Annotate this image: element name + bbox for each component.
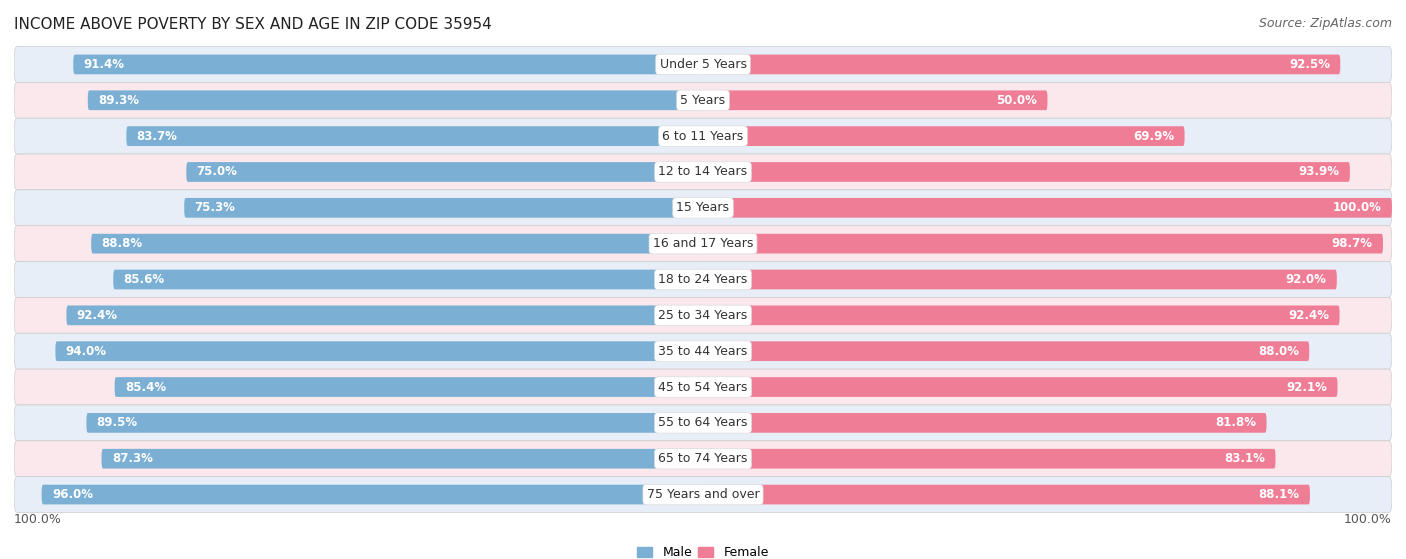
FancyBboxPatch shape (91, 234, 703, 254)
Text: 92.4%: 92.4% (1288, 309, 1329, 322)
Text: 100.0%: 100.0% (1344, 513, 1392, 526)
Text: Source: ZipAtlas.com: Source: ZipAtlas.com (1258, 17, 1392, 30)
Text: 83.1%: 83.1% (1225, 452, 1265, 465)
FancyBboxPatch shape (127, 126, 703, 146)
FancyBboxPatch shape (87, 91, 703, 110)
Text: 87.3%: 87.3% (112, 452, 153, 465)
Text: 92.0%: 92.0% (1285, 273, 1326, 286)
FancyBboxPatch shape (703, 342, 1309, 361)
FancyBboxPatch shape (14, 477, 1392, 513)
Text: 89.3%: 89.3% (98, 94, 139, 107)
Text: 25 to 34 Years: 25 to 34 Years (658, 309, 748, 322)
Text: 75 Years and over: 75 Years and over (647, 488, 759, 501)
Text: 12 to 14 Years: 12 to 14 Years (658, 165, 748, 178)
FancyBboxPatch shape (703, 126, 1185, 146)
Text: 100.0%: 100.0% (1333, 201, 1382, 214)
Text: 88.8%: 88.8% (101, 237, 142, 250)
FancyBboxPatch shape (55, 342, 703, 361)
Text: 98.7%: 98.7% (1331, 237, 1372, 250)
Text: 55 to 64 Years: 55 to 64 Years (658, 416, 748, 429)
Text: 88.0%: 88.0% (1258, 345, 1299, 358)
Text: 85.4%: 85.4% (125, 381, 166, 394)
FancyBboxPatch shape (14, 46, 1392, 82)
Text: INCOME ABOVE POVERTY BY SEX AND AGE IN ZIP CODE 35954: INCOME ABOVE POVERTY BY SEX AND AGE IN Z… (14, 17, 492, 32)
FancyBboxPatch shape (14, 226, 1392, 262)
FancyBboxPatch shape (14, 405, 1392, 441)
FancyBboxPatch shape (184, 198, 703, 217)
Text: 50.0%: 50.0% (997, 94, 1038, 107)
Text: 75.0%: 75.0% (197, 165, 238, 178)
Text: 6 to 11 Years: 6 to 11 Years (662, 130, 744, 143)
FancyBboxPatch shape (186, 162, 703, 182)
Text: 93.9%: 93.9% (1299, 165, 1340, 178)
Text: 15 Years: 15 Years (676, 201, 730, 214)
Text: 85.6%: 85.6% (124, 273, 165, 286)
Text: 5 Years: 5 Years (681, 94, 725, 107)
FancyBboxPatch shape (73, 55, 703, 74)
FancyBboxPatch shape (703, 234, 1384, 254)
Text: 89.5%: 89.5% (97, 416, 138, 429)
Legend: Male, Female: Male, Female (633, 541, 773, 559)
FancyBboxPatch shape (14, 369, 1392, 405)
FancyBboxPatch shape (86, 413, 703, 433)
Text: 88.1%: 88.1% (1258, 488, 1299, 501)
FancyBboxPatch shape (114, 269, 703, 290)
Text: 91.4%: 91.4% (83, 58, 125, 71)
Text: 18 to 24 Years: 18 to 24 Years (658, 273, 748, 286)
FancyBboxPatch shape (14, 333, 1392, 369)
Text: 83.7%: 83.7% (136, 130, 177, 143)
FancyBboxPatch shape (703, 55, 1340, 74)
FancyBboxPatch shape (703, 162, 1350, 182)
FancyBboxPatch shape (703, 377, 1337, 397)
Text: 16 and 17 Years: 16 and 17 Years (652, 237, 754, 250)
FancyBboxPatch shape (703, 198, 1392, 217)
FancyBboxPatch shape (14, 297, 1392, 333)
FancyBboxPatch shape (101, 449, 703, 468)
FancyBboxPatch shape (66, 305, 703, 325)
Text: 69.9%: 69.9% (1133, 130, 1174, 143)
Text: 35 to 44 Years: 35 to 44 Years (658, 345, 748, 358)
Text: Under 5 Years: Under 5 Years (659, 58, 747, 71)
Text: 81.8%: 81.8% (1215, 416, 1256, 429)
Text: 94.0%: 94.0% (66, 345, 107, 358)
Text: 100.0%: 100.0% (14, 513, 62, 526)
FancyBboxPatch shape (703, 269, 1337, 290)
Text: 92.5%: 92.5% (1289, 58, 1330, 71)
FancyBboxPatch shape (14, 190, 1392, 226)
FancyBboxPatch shape (14, 82, 1392, 118)
Text: 92.4%: 92.4% (77, 309, 118, 322)
FancyBboxPatch shape (42, 485, 703, 504)
FancyBboxPatch shape (115, 377, 703, 397)
Text: 96.0%: 96.0% (52, 488, 93, 501)
Text: 75.3%: 75.3% (194, 201, 235, 214)
FancyBboxPatch shape (14, 118, 1392, 154)
FancyBboxPatch shape (703, 485, 1310, 504)
Text: 65 to 74 Years: 65 to 74 Years (658, 452, 748, 465)
Text: 45 to 54 Years: 45 to 54 Years (658, 381, 748, 394)
FancyBboxPatch shape (703, 413, 1267, 433)
FancyBboxPatch shape (14, 441, 1392, 477)
FancyBboxPatch shape (703, 91, 1047, 110)
FancyBboxPatch shape (703, 305, 1340, 325)
FancyBboxPatch shape (14, 154, 1392, 190)
FancyBboxPatch shape (14, 262, 1392, 297)
Text: 92.1%: 92.1% (1286, 381, 1327, 394)
FancyBboxPatch shape (703, 449, 1275, 468)
